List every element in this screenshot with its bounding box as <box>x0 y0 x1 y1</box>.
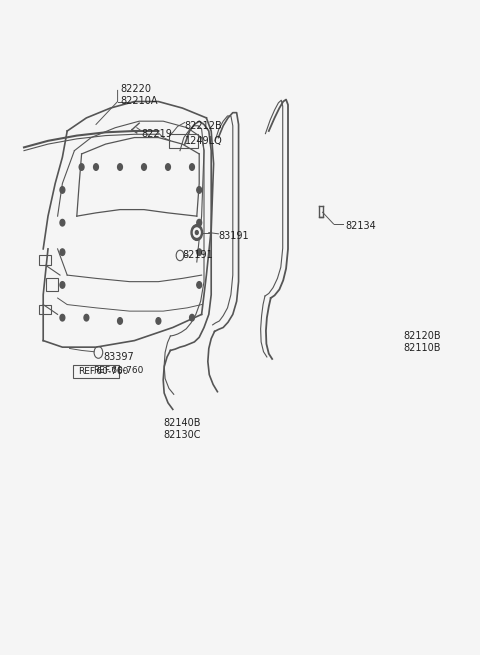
Circle shape <box>190 314 194 321</box>
Circle shape <box>166 164 170 170</box>
Text: 82140B
82130C: 82140B 82130C <box>163 419 201 440</box>
Circle shape <box>60 219 65 226</box>
Text: 82220
82210A: 82220 82210A <box>120 84 157 105</box>
Circle shape <box>60 314 65 321</box>
Circle shape <box>191 225 203 240</box>
Text: 82219: 82219 <box>142 129 172 140</box>
Circle shape <box>195 231 198 234</box>
Text: 82212B: 82212B <box>185 121 223 131</box>
Circle shape <box>60 187 65 193</box>
Text: 1249LQ: 1249LQ <box>185 136 223 146</box>
Circle shape <box>60 282 65 288</box>
Text: 83191: 83191 <box>218 231 249 241</box>
Circle shape <box>197 187 202 193</box>
Circle shape <box>193 228 200 237</box>
Circle shape <box>118 318 122 324</box>
Circle shape <box>142 164 146 170</box>
Circle shape <box>79 164 84 170</box>
Circle shape <box>94 164 98 170</box>
Text: REF.60-760: REF.60-760 <box>78 367 128 376</box>
Circle shape <box>197 282 202 288</box>
Circle shape <box>190 164 194 170</box>
Text: 82134: 82134 <box>346 221 376 231</box>
Circle shape <box>118 164 122 170</box>
Circle shape <box>197 219 202 226</box>
Circle shape <box>60 249 65 255</box>
Text: REF.60-760: REF.60-760 <box>94 365 144 375</box>
Text: 82191: 82191 <box>182 250 213 261</box>
Circle shape <box>197 249 202 255</box>
Circle shape <box>156 318 161 324</box>
Text: 83397: 83397 <box>103 352 134 362</box>
Text: 82120B
82110B: 82120B 82110B <box>403 331 441 352</box>
Circle shape <box>84 314 89 321</box>
